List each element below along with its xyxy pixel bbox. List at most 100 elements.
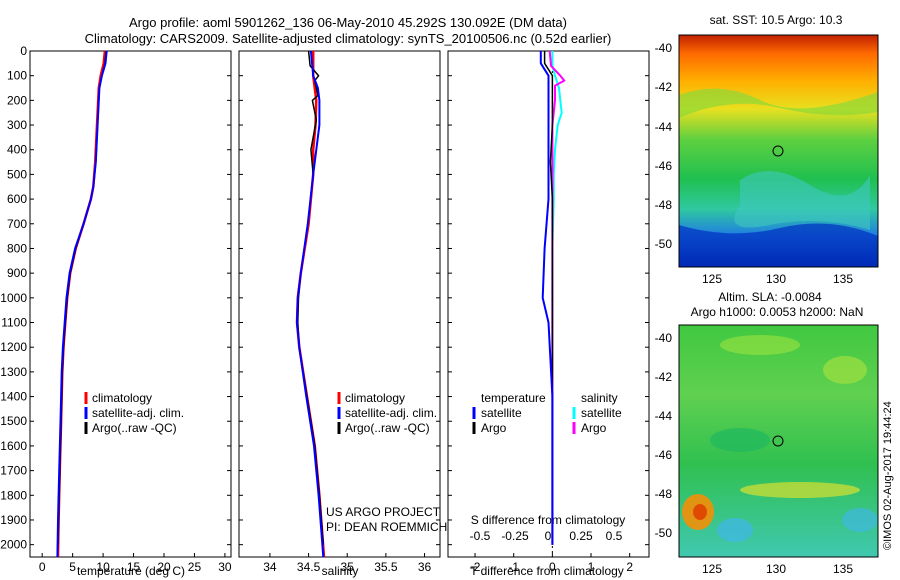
salinity-x-label: salinity <box>322 564 359 578</box>
sst-lon-label: 130 <box>766 272 786 286</box>
depth-axis: 0 100 200 300 400 500 600 700 800 900 1000 1100 1200… <box>0 44 27 552</box>
argo-position-marker <box>772 145 784 157</box>
temperature-x-label: temperature (deg C) <box>77 564 185 578</box>
sla-lon-label: 135 <box>833 562 853 576</box>
t-diff-x-label: T difference from climatology <box>470 564 624 578</box>
legend-label: climatology <box>345 391 405 405</box>
depth-tick-label: 600 <box>7 192 27 206</box>
sst-lat-label: -40 <box>655 41 673 55</box>
depth-tick-label: 200 <box>7 93 27 107</box>
legend-label: Argo(..raw -QC) <box>345 421 430 435</box>
temperature-legend: climatology satellite-adj. clim. Argo(..… <box>84 391 184 435</box>
sla-lat-label: -40 <box>655 331 673 345</box>
sla-patch <box>823 356 867 384</box>
temperature-tick-label: 10 <box>96 560 110 574</box>
salinity-x-axis: 34 34.5 35 35.5 36 salinity <box>263 560 431 578</box>
imos-credit: ©IMOS 02-Aug-2017 19:44:24 <box>882 401 894 550</box>
temperature-tick-label: 15 <box>127 560 141 574</box>
sla-lon-label: 125 <box>702 562 722 576</box>
temperature-tick-label: 5 <box>69 560 76 574</box>
sla-map: Altim. SLA: -0.0084 Argo h1000: 0.0053 h… <box>655 290 879 576</box>
salinity-legend: climatology satellite-adj. clim. Argo(..… <box>326 391 447 534</box>
sla-patch <box>717 518 753 542</box>
sla-patch <box>842 508 878 532</box>
figure-title-line2: Climatology: CARS2009. Satellite-adjuste… <box>85 31 612 46</box>
depth-tick-label: 700 <box>7 217 27 231</box>
depth-tick-label: 1400 <box>0 390 27 404</box>
depth-tick-label: 900 <box>7 266 27 280</box>
depth-tick-label: 1600 <box>0 439 27 453</box>
sst-map-frame <box>678 34 879 268</box>
depth-tick-label: 500 <box>7 167 27 181</box>
difference-legend: temperature salinity satellite Argo sate… <box>472 391 622 435</box>
sst-map-title: sat. SST: 10.5 Argo: 10.3 <box>710 13 843 27</box>
sla-lat-label: -46 <box>655 448 673 462</box>
legend-label: Argo(..raw -QC) <box>92 421 177 435</box>
sla-lat-label: -50 <box>655 526 673 540</box>
legend-label: Argo <box>481 421 507 435</box>
salinity-tick-label: 35.5 <box>374 560 398 574</box>
salinity-satellite-line <box>296 50 325 558</box>
s-diff-tick-label: 0.25 <box>569 529 593 543</box>
depth-tick-label: 1300 <box>0 365 27 379</box>
depth-tick-label: 1500 <box>0 414 27 428</box>
t-diff-tick-label: -2 <box>470 560 481 574</box>
temperature-tick-label: 30 <box>218 560 232 574</box>
sla-patch <box>693 504 707 520</box>
sst-patch <box>734 171 870 230</box>
sst-lat-label: -42 <box>655 80 673 94</box>
salinity-tick-label: 34 <box>263 560 277 574</box>
salinity-tick-label: 36 <box>418 560 432 574</box>
sla-map-title-line2: Argo h1000: 0.0053 h2000: NaN <box>691 305 864 319</box>
sla-map-frame <box>678 324 879 558</box>
s-diff-satellite-line <box>551 51 563 545</box>
depth-tick-label: 300 <box>7 118 27 132</box>
depth-tick-label: 400 <box>7 143 27 157</box>
temperature-x-axis: 0 5 10 15 20 25 30 temperature (deg C) <box>39 560 232 578</box>
legend-label: satellite-adj. clim. <box>345 406 437 420</box>
difference-panel-frame <box>447 50 650 558</box>
temperature-argo-line <box>57 50 107 545</box>
s-diff-label: S difference from climatology <box>471 513 626 527</box>
salinity-tick-label: 34.5 <box>297 560 321 574</box>
t-diff-tick-label: 2 <box>626 560 633 574</box>
legend-label: Argo <box>581 421 607 435</box>
sst-map: sat. SST: 10.5 Argo: 10.3 -40 -42 -44 -4… <box>655 13 879 286</box>
legend-label: climatology <box>92 391 152 405</box>
sst-lat-label: -48 <box>655 198 673 212</box>
s-diff-tick-label: 0 <box>545 529 552 543</box>
s-diff-tick-label: 0.5 <box>606 529 623 543</box>
s-diff-tick-label: -0.25 <box>501 529 529 543</box>
legend-label: satellite-adj. clim. <box>92 406 184 420</box>
depth-tick-label: 1900 <box>0 513 27 527</box>
depth-tick-label: 1000 <box>0 291 27 305</box>
sla-map-title-line1: Altim. SLA: -0.0084 <box>718 290 822 304</box>
argo-position-marker <box>772 435 784 447</box>
temperature-panel-frame <box>29 50 232 558</box>
sla-lat-label: -44 <box>655 409 673 423</box>
sst-lat-label: -46 <box>655 159 673 173</box>
difference-x-axis: -2 -1 0 1 2 T difference from climatolog… <box>470 513 634 578</box>
depth-tick-label: 0 <box>20 44 27 58</box>
depth-tick-label: 1200 <box>0 340 27 354</box>
depth-tick-label: 2000 <box>0 538 27 552</box>
pi-annotation: PI: DEAN ROEMMICH <box>326 520 447 534</box>
figure-title-line1: Argo profile: aoml 5901262_136 06-May-20… <box>129 15 567 30</box>
sst-lat-label: -44 <box>655 120 673 134</box>
t-diff-satellite-line <box>539 51 554 545</box>
t-diff-tick-label: 0 <box>549 560 556 574</box>
s-diff-tick-label: -0.5 <box>470 529 491 543</box>
depth-tick-label: 1800 <box>0 488 27 502</box>
sst-lon-label: 125 <box>702 272 722 286</box>
panel-ticks <box>30 50 649 557</box>
depth-tick-label: 100 <box>7 69 27 83</box>
sla-lat-label: -42 <box>655 370 673 384</box>
sla-lon-label: 130 <box>766 562 786 576</box>
sla-patch <box>720 335 800 355</box>
sla-lat-label: -48 <box>655 487 673 501</box>
depth-tick-label: 1100 <box>1 316 27 330</box>
temperature-satellite-line <box>56 50 108 558</box>
sla-patch <box>740 482 860 498</box>
legend-title-temperature: temperature <box>481 391 546 405</box>
